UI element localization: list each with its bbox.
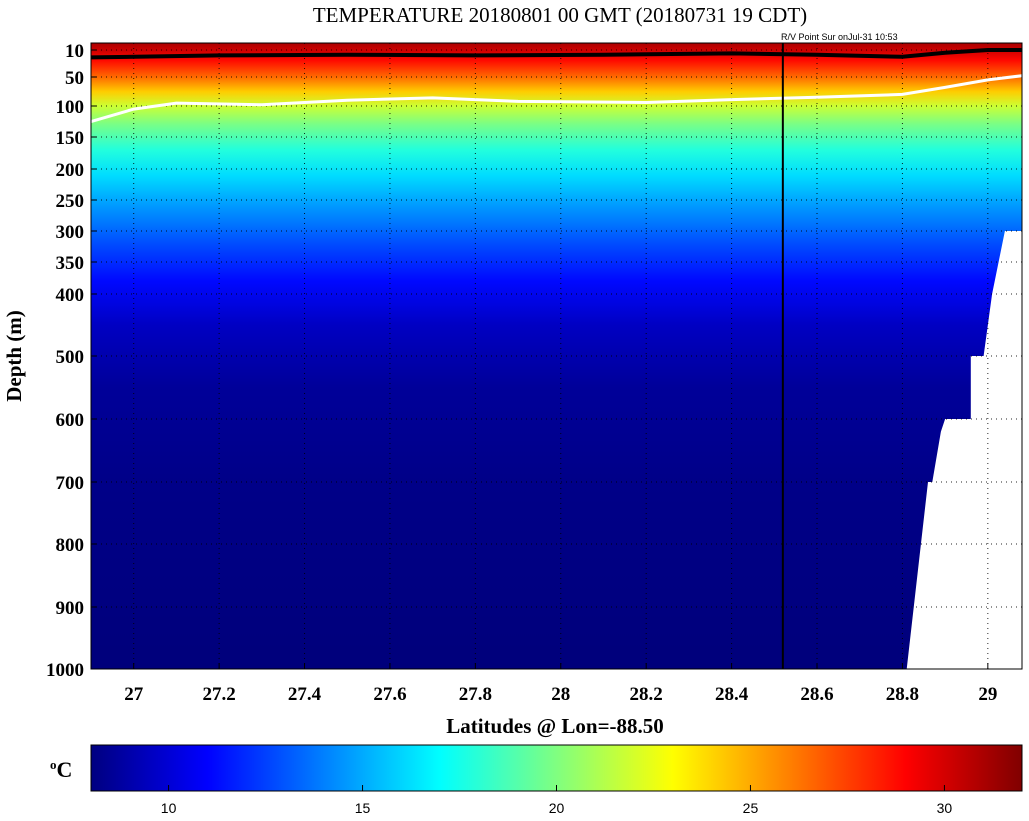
x-axis-label: Latitudes @ Lon=-88.50 xyxy=(446,714,664,738)
y-tick-label: 1000 xyxy=(46,660,84,681)
x-tick-label: 27.6 xyxy=(373,684,406,705)
colorbar-gradient xyxy=(90,744,1023,792)
y-tick-label: 50 xyxy=(65,68,84,89)
x-tick-label: 28.8 xyxy=(886,684,919,705)
y-tick-label: 600 xyxy=(56,410,85,431)
chart-title: TEMPERATURE 20180801 00 GMT (20180731 19… xyxy=(313,3,807,27)
y-tick-label: 350 xyxy=(56,253,85,274)
x-tick-label: 27.2 xyxy=(202,684,235,705)
ship-annotation: R/V Point Sur onJul-31 10:53 xyxy=(781,32,898,42)
y-tick-label: 700 xyxy=(56,473,85,494)
y-tick-label: 900 xyxy=(56,598,85,619)
colorbar-unit-label: oC xyxy=(50,757,72,782)
y-tick-label: 10 xyxy=(65,41,84,62)
x-tick-label: 27 xyxy=(124,684,144,705)
y-axis-ticks: 10 50 100 150 200 250 300 350 400 500 600 700 800 900… xyxy=(46,41,97,681)
y-tick-label: 200 xyxy=(56,160,85,181)
colorbar-tick-label: 10 xyxy=(161,800,177,816)
colorbar-tick-label: 30 xyxy=(937,800,953,816)
y-tick-label: 250 xyxy=(56,191,85,212)
x-tick-label: 28.4 xyxy=(715,684,749,705)
colorbar-tick-label: 25 xyxy=(743,800,759,816)
colorbar-ticks: 10 15 20 25 30 xyxy=(161,785,953,816)
x-tick-label: 28.2 xyxy=(630,684,663,705)
y-tick-label: 400 xyxy=(56,285,85,306)
colorbar: 10 15 20 25 30 oC xyxy=(50,744,1023,816)
y-tick-label: 300 xyxy=(56,222,85,243)
y-axis-label: Depth (m) xyxy=(2,310,26,402)
y-tick-label: 100 xyxy=(56,97,85,118)
grid-lines xyxy=(91,43,1022,669)
y-tick-label: 800 xyxy=(56,535,85,556)
thermocline-isotherm-line xyxy=(91,74,1022,123)
seafloor-mask xyxy=(906,231,1022,669)
x-tick-label: 28.6 xyxy=(800,684,833,705)
x-tick-label: 27.4 xyxy=(288,684,322,705)
x-tick-label: 29 xyxy=(978,684,997,705)
x-tick-label: 27.8 xyxy=(459,684,492,705)
x-axis-ticks: 27 27.2 27.4 27.6 27.8 28 28.2 28.4 28.6 28.8 29 xyxy=(124,663,997,705)
y-tick-label: 150 xyxy=(56,128,85,149)
plot-area xyxy=(91,43,1022,669)
surface-isotherm-line xyxy=(91,48,1022,60)
colorbar-tick-label: 15 xyxy=(355,800,371,816)
y-tick-label: 500 xyxy=(56,347,85,368)
colorbar-tick-label: 20 xyxy=(549,800,565,816)
x-tick-label: 28 xyxy=(551,684,570,705)
